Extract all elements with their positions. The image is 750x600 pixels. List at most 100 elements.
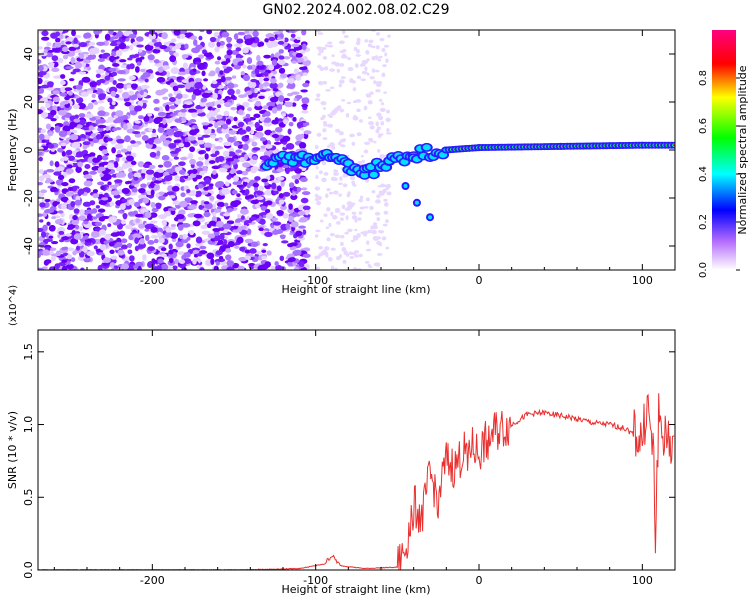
noise-speck [187, 136, 197, 141]
noise-speck [111, 71, 118, 77]
noise-speck [211, 165, 221, 170]
noise-speck [236, 236, 244, 244]
noise-speck [51, 240, 59, 245]
noise-speck [77, 190, 82, 197]
noise-speck [112, 80, 117, 85]
noise-speck [264, 38, 269, 43]
noise-speck [379, 107, 386, 112]
noise-speck [41, 231, 47, 238]
noise-speck [192, 220, 201, 227]
noise-speck [364, 66, 368, 71]
noise-speck [109, 249, 115, 254]
noise-speck [82, 245, 88, 253]
noise-speck [170, 209, 176, 216]
noise-speck [114, 179, 123, 184]
noise-speck [157, 168, 165, 173]
noise-speck [47, 131, 54, 137]
noise-speck [156, 177, 163, 181]
noise-speck [300, 133, 305, 139]
noise-speck [363, 149, 369, 154]
noise-speck [192, 68, 197, 72]
noise-speck [331, 215, 338, 220]
noise-speck [268, 36, 276, 42]
noise-speck [315, 200, 322, 206]
noise-speck [90, 49, 98, 55]
noise-speck [322, 120, 328, 126]
x-tick-label: -100 [303, 274, 328, 287]
noise-speck [296, 36, 301, 41]
noise-speck [57, 210, 64, 214]
noise-speck [258, 41, 265, 47]
noise-speck [322, 128, 327, 133]
noise-speck [55, 250, 62, 257]
noise-speck [352, 235, 359, 241]
noise-speck [382, 64, 387, 68]
noise-speck [196, 190, 202, 197]
noise-speck [235, 197, 242, 201]
noise-speck [97, 166, 106, 172]
noise-speck [363, 233, 367, 237]
noise-speck [314, 234, 319, 238]
noise-speck [212, 92, 218, 100]
noise-speck [261, 249, 267, 253]
noise-speck [204, 142, 212, 148]
noise-speck [58, 130, 68, 137]
noise-speck [358, 211, 363, 215]
noise-speck [197, 183, 204, 189]
noise-speck [189, 173, 197, 179]
noise-speck [46, 41, 52, 47]
noise-speck [243, 74, 251, 82]
noise-speck [103, 192, 109, 198]
noise-speck [181, 93, 189, 99]
noise-speck [77, 161, 84, 168]
noise-speck [95, 69, 105, 74]
noise-speck [79, 209, 86, 217]
noise-speck [302, 247, 311, 252]
noise-speck [225, 254, 232, 261]
noise-speck [300, 89, 308, 93]
noise-speck [111, 147, 116, 154]
noise-speck [266, 250, 272, 256]
noise-speck [107, 181, 112, 186]
noise-speck [62, 46, 69, 52]
noise-speck [65, 66, 74, 70]
noise-speck [385, 58, 389, 63]
noise-speck [241, 170, 249, 176]
noise-speck [218, 256, 224, 260]
noise-speck [201, 92, 211, 98]
noise-speck [226, 266, 235, 270]
noise-speck [181, 267, 188, 270]
colorbar-gradient [712, 30, 736, 270]
noise-speck [128, 90, 135, 96]
noise-speck [96, 41, 106, 46]
noise-speck [54, 125, 61, 133]
noise-speck [339, 212, 346, 216]
noise-speck [143, 115, 150, 122]
noise-speck [298, 204, 305, 211]
noise-speck [221, 127, 230, 134]
noise-speck [120, 238, 128, 244]
noise-speck [38, 241, 46, 249]
noise-speck [172, 200, 181, 206]
noise-speck [60, 142, 67, 147]
noise-speck [83, 180, 93, 187]
noise-speck [256, 54, 261, 62]
noise-speck [91, 166, 98, 171]
noise-speck [215, 67, 221, 74]
noise-speck [314, 98, 321, 101]
noise-speck [341, 247, 347, 252]
noise-speck [112, 127, 118, 132]
noise-speck [150, 201, 156, 208]
noise-speck [375, 121, 379, 127]
noise-speck [315, 30, 321, 33]
noise-speck [374, 212, 381, 216]
noise-speck [226, 37, 232, 43]
noise-speck [54, 41, 62, 48]
noise-speck [39, 70, 47, 76]
noise-speck [142, 163, 150, 168]
noise-speck [279, 73, 289, 79]
noise-speck [191, 189, 196, 196]
noise-speck [343, 35, 349, 38]
